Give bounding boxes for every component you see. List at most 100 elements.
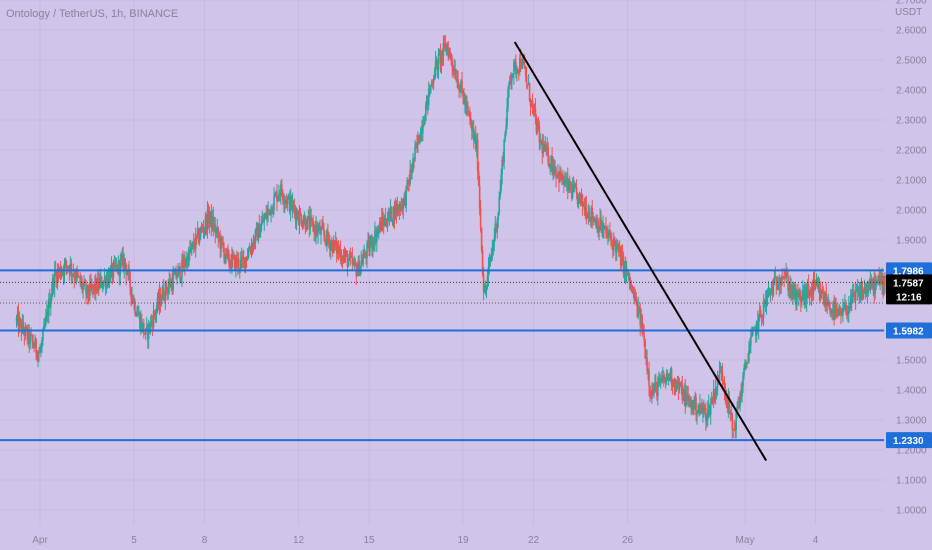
candle-body	[246, 257, 249, 260]
y-tick-label: 1.9000	[896, 236, 927, 247]
candle-body	[356, 272, 359, 277]
candle-body	[441, 51, 444, 56]
candle-body	[449, 51, 452, 55]
candle-body	[679, 382, 682, 386]
candle-body	[331, 241, 334, 254]
candle-body	[428, 88, 431, 93]
candle-body	[624, 261, 627, 274]
candle-body	[451, 61, 454, 67]
y-tick-label: 1.5000	[896, 356, 927, 367]
candle-body	[23, 331, 26, 336]
candle-body	[590, 207, 593, 222]
candle-body	[372, 243, 374, 249]
candle-body	[781, 278, 784, 280]
candle-body	[596, 220, 598, 229]
candle-body	[463, 96, 465, 105]
candle-body	[476, 139, 479, 172]
candle-body	[316, 225, 318, 234]
candle-body	[696, 413, 698, 415]
candle-body	[361, 260, 363, 265]
candle-body	[763, 299, 766, 304]
candle-body	[494, 223, 497, 238]
x-tick-label: 26	[622, 535, 634, 546]
candle-body	[366, 243, 368, 259]
candle-body	[838, 310, 840, 316]
candle-body	[296, 211, 299, 219]
candle-body	[374, 230, 376, 247]
candle-body	[299, 212, 302, 216]
candle-body	[226, 248, 228, 253]
candle-body	[536, 123, 539, 133]
candle-body	[734, 429, 737, 431]
y-tick-label: 1.2000	[896, 446, 927, 457]
candle-body	[191, 242, 194, 244]
candle-body	[518, 71, 520, 73]
candle-body	[448, 51, 451, 58]
candle-body	[146, 325, 149, 339]
candle-body	[53, 269, 56, 288]
candle-body	[499, 189, 502, 197]
candle-body	[202, 229, 205, 232]
candle-body	[811, 287, 814, 293]
candle-body	[247, 250, 250, 258]
candle-body	[36, 352, 38, 359]
candle-body	[292, 202, 295, 207]
candle-body	[249, 250, 252, 253]
candle-body	[334, 240, 337, 246]
candle-body	[433, 76, 436, 80]
candle-body	[117, 260, 120, 273]
candle-body	[662, 375, 665, 380]
candle-body	[484, 291, 487, 293]
candle-body	[52, 278, 55, 288]
candle-body	[243, 257, 246, 268]
candle-body	[606, 232, 608, 236]
candle-body	[663, 379, 666, 383]
candle-body	[126, 274, 128, 276]
y-tick-label: 2.1000	[896, 176, 927, 187]
candle-body	[440, 51, 443, 64]
candle-body	[92, 284, 94, 289]
candle-body	[411, 170, 413, 173]
candle-body	[236, 257, 238, 266]
candle-body	[184, 259, 186, 266]
candle-body	[652, 388, 654, 395]
candle-body	[749, 344, 751, 350]
candle-body	[843, 307, 845, 310]
candle-body	[307, 216, 310, 218]
candle-body	[32, 341, 34, 347]
candle-body	[315, 225, 317, 236]
candle-body	[41, 340, 43, 348]
candle-body	[365, 255, 367, 259]
candle-body	[817, 285, 820, 289]
candle-body	[165, 282, 168, 291]
candle-body	[609, 231, 611, 236]
candle-body	[320, 228, 322, 235]
candle-body	[101, 286, 104, 288]
candle-body	[612, 238, 615, 251]
candle-body	[160, 299, 163, 306]
candle-body	[143, 333, 146, 335]
candle-body	[675, 380, 678, 391]
candle-body	[670, 368, 673, 385]
candle-body	[623, 261, 626, 275]
candle-body	[375, 230, 377, 242]
candle-body	[155, 308, 158, 315]
candle-body	[83, 281, 85, 287]
candle-body	[166, 290, 169, 293]
candle-body	[524, 68, 527, 77]
candle-body	[63, 263, 66, 275]
candle-body	[557, 171, 559, 175]
candle-body	[477, 171, 480, 186]
candle-body	[310, 216, 313, 219]
candle-body	[16, 313, 19, 319]
candle-body	[632, 291, 635, 293]
candle-body	[457, 79, 459, 89]
candle-body	[642, 332, 644, 335]
y-tick-label: 2.3000	[896, 116, 927, 127]
trendline[interactable]	[513, 41, 768, 462]
candle-body	[635, 296, 638, 304]
candle-body	[701, 407, 703, 413]
candle-body	[272, 209, 274, 214]
candle-body	[174, 269, 176, 275]
candle-body	[742, 375, 744, 387]
